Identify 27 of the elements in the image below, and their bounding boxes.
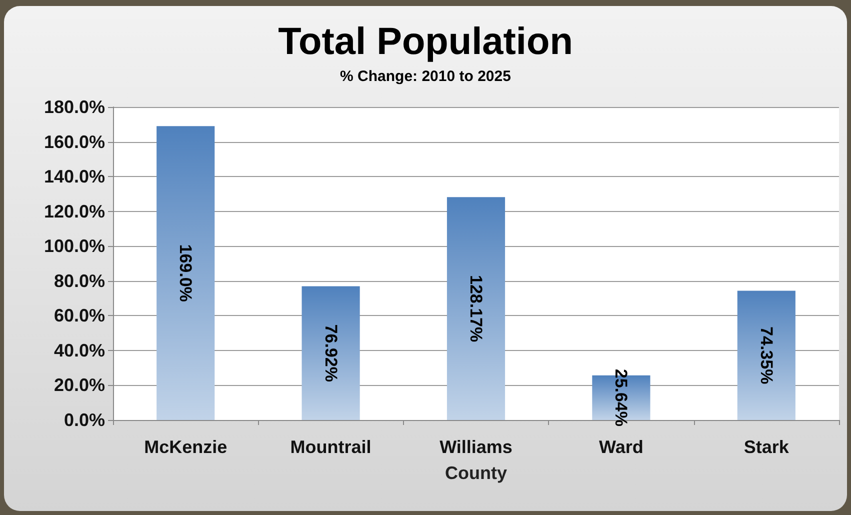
y-tick-label: 100.0%: [44, 236, 105, 256]
y-tick-label: 120.0%: [44, 201, 105, 222]
bar: [737, 290, 796, 420]
chart-title: Total Population: [278, 21, 573, 63]
bar: [302, 286, 360, 420]
y-tick-label: 0.0%: [64, 410, 105, 430]
y-tick-label: 80.0%: [54, 270, 105, 291]
x-tick-label: McKenzie: [144, 437, 228, 457]
x-tick-label: Stark: [744, 437, 790, 457]
y-tick-label: 180.0%: [44, 97, 105, 117]
data-label: 76.92%: [321, 324, 340, 382]
y-tick-label: 60.0%: [54, 306, 105, 326]
data-label: 74.35%: [756, 326, 776, 384]
data-label: 25.64%: [612, 368, 631, 427]
y-tick-label: 20.0%: [54, 375, 105, 396]
bar: [156, 126, 215, 420]
y-tick-label: 160.0%: [44, 132, 105, 152]
data-label: 128.17%: [466, 275, 486, 342]
data-label: 169.0%: [176, 244, 196, 302]
x-tick-label: Mountrail: [290, 437, 372, 457]
y-tick-label: 40.0%: [54, 340, 105, 360]
chart-subtitle: % Change: 2010 to 2025: [340, 68, 511, 85]
bar: [446, 197, 506, 420]
x-tick-label: Williams: [440, 437, 512, 457]
x-tick-label: Ward: [599, 437, 644, 457]
x-axis-title: County: [445, 463, 507, 483]
y-tick-label: 140.0%: [44, 166, 105, 187]
